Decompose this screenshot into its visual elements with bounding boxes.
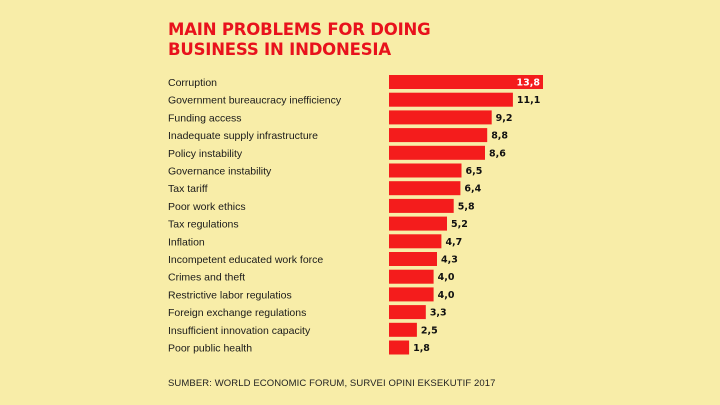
- bar: [389, 145, 485, 160]
- bar: [389, 322, 417, 337]
- category-label: Funding access: [168, 112, 242, 124]
- category-label: Inadequate supply infrastructure: [168, 130, 318, 142]
- bar: [389, 75, 543, 89]
- bar: [389, 128, 488, 143]
- title-line-2: BUSINESS IN INDONESIA: [168, 40, 391, 59]
- category-label: Corruption: [168, 77, 217, 89]
- category-label: Tax tariff: [168, 183, 208, 195]
- category-label: Government bureaucracy inefficiency: [168, 95, 342, 107]
- value-label: 4,7: [445, 237, 462, 248]
- bar: [389, 216, 447, 231]
- value-label: 11,1: [517, 95, 540, 106]
- value-label: 13,8: [517, 78, 541, 89]
- value-label: 3,3: [430, 308, 447, 319]
- chart-title: MAIN PROBLEMS FOR DOING BUSINESS IN INDO…: [168, 20, 431, 60]
- value-label: 8,8: [491, 131, 508, 142]
- value-label: 9,2: [496, 113, 513, 124]
- bar: [389, 340, 410, 355]
- bar: [389, 198, 454, 213]
- source-note: SUMBER: WORLD ECONOMIC FORUM, SURVEI OPI…: [168, 378, 496, 389]
- value-label: 6,5: [466, 166, 483, 177]
- category-label: Restrictive labor regulatios: [168, 289, 292, 301]
- value-label: 4,3: [441, 255, 458, 266]
- category-label: Insufficient innovation capacity: [168, 325, 311, 337]
- bar: [389, 181, 461, 196]
- value-label: 5,8: [458, 201, 475, 212]
- value-label: 8,6: [489, 148, 506, 159]
- bar: [389, 234, 442, 249]
- category-label: Poor work ethics: [168, 201, 246, 213]
- value-label: 1,8: [413, 343, 430, 354]
- category-label: Crimes and theft: [168, 272, 245, 284]
- category-label: Tax regulations: [168, 219, 239, 231]
- value-label: 2,5: [421, 325, 438, 336]
- value-label: 5,2: [451, 219, 468, 230]
- bar: [389, 252, 437, 266]
- category-label: Policy instability: [168, 148, 243, 160]
- category-label: Incompetent educated work force: [168, 254, 323, 266]
- bar: [389, 92, 513, 107]
- category-label: Governance instability: [168, 166, 272, 178]
- bar: [389, 269, 434, 284]
- category-label: Inflation: [168, 236, 205, 248]
- value-label: 4,0: [438, 272, 455, 283]
- value-label: 4,0: [438, 290, 455, 301]
- bar: [389, 305, 426, 320]
- bar: [389, 163, 462, 178]
- bar: [389, 110, 492, 125]
- category-label: Foreign exchange regulations: [168, 307, 306, 319]
- bar: [389, 287, 434, 302]
- category-label: Poor public health: [168, 343, 252, 355]
- value-label: 6,4: [464, 184, 481, 195]
- title-line-1: MAIN PROBLEMS FOR DOING: [168, 20, 431, 39]
